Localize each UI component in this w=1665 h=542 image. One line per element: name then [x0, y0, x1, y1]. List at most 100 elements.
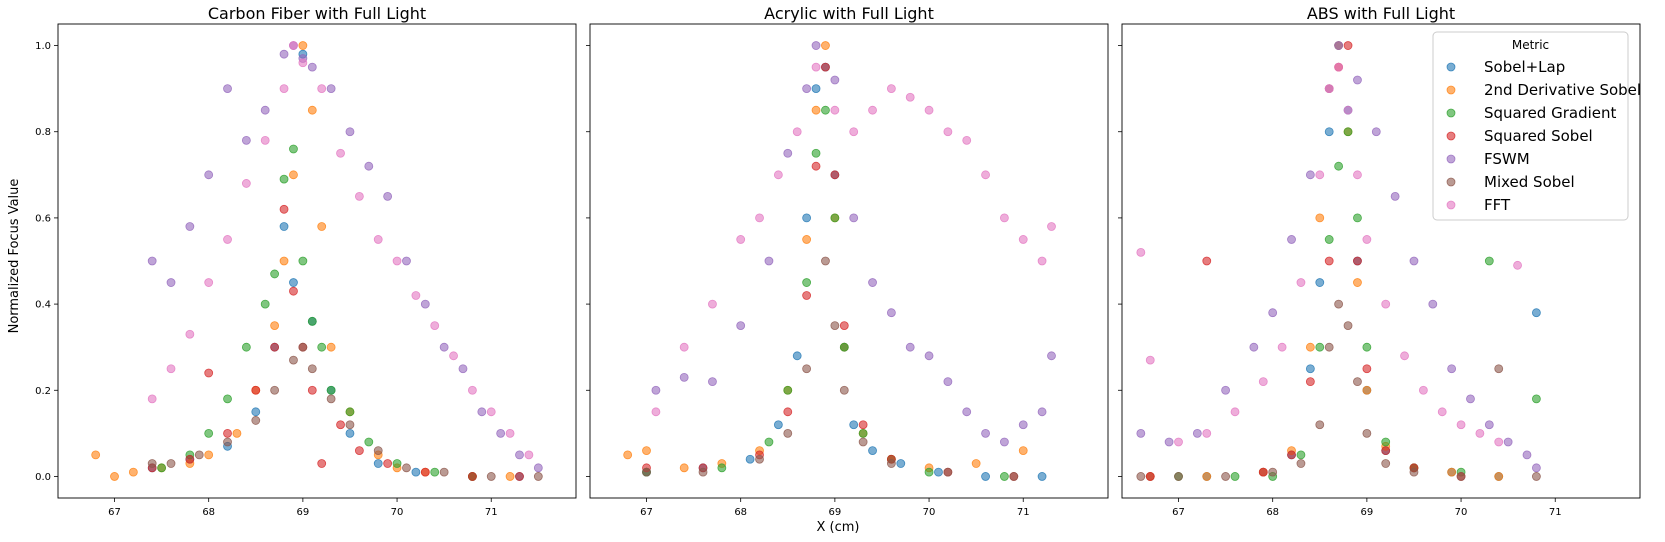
data-point	[839, 321, 849, 331]
data-point	[402, 463, 411, 473]
data-point	[924, 105, 934, 115]
data-point	[802, 235, 812, 244]
data-point	[773, 420, 783, 430]
data-point	[194, 450, 204, 460]
x-tick-label: 68	[1266, 507, 1279, 518]
data-point	[1249, 342, 1259, 352]
data-point	[1202, 472, 1212, 481]
data-point	[1000, 437, 1009, 447]
x-tick-label: 68	[202, 507, 215, 518]
data-point	[924, 351, 934, 361]
data-point	[467, 385, 477, 395]
data-point	[821, 41, 830, 50]
data-point	[383, 191, 393, 201]
data-point	[166, 459, 176, 468]
data-point	[962, 135, 972, 145]
data-point	[1334, 62, 1344, 72]
data-point	[1268, 467, 1278, 477]
data-point	[1371, 127, 1381, 137]
data-point	[698, 467, 708, 477]
data-point	[1287, 450, 1296, 460]
data-point	[270, 269, 280, 279]
data-point	[515, 472, 524, 481]
data-point	[1381, 459, 1391, 468]
data-point	[1428, 299, 1438, 309]
data-point	[1136, 428, 1146, 438]
series-mixed-sobel	[642, 256, 1019, 481]
series-fft	[147, 41, 534, 460]
x-tick-label: 68	[734, 507, 747, 518]
series-squared-gradient	[157, 144, 477, 481]
data-point	[1324, 342, 1334, 352]
data-point	[868, 278, 877, 287]
data-point	[307, 385, 317, 395]
data-point	[1532, 463, 1541, 473]
legend-title: Metric	[1512, 38, 1549, 52]
data-point	[1334, 161, 1344, 171]
x-tick-label: 69	[297, 507, 310, 518]
legend-entry: Squared Gradient	[1446, 104, 1617, 122]
data-point	[802, 291, 812, 300]
data-point	[364, 161, 374, 171]
legend-label: 2nd Derivative Sobel	[1484, 81, 1641, 99]
data-point	[745, 454, 755, 464]
data-point	[1400, 351, 1409, 361]
data-point	[1258, 467, 1268, 477]
data-point	[651, 385, 661, 395]
series-fft	[651, 62, 1056, 417]
data-point	[811, 105, 821, 115]
panel-title: Acrylic with Full Light	[764, 4, 934, 23]
data-point	[924, 467, 934, 477]
data-point	[185, 329, 195, 339]
axes-frame	[589, 23, 1109, 499]
data-point	[821, 62, 830, 72]
data-point	[1409, 256, 1419, 266]
data-point	[1018, 446, 1028, 456]
data-point	[533, 463, 543, 473]
data-point	[1009, 472, 1019, 481]
data-point	[886, 84, 896, 94]
y-tick-label: 0.8	[35, 127, 51, 138]
data-point	[1174, 437, 1183, 447]
data-point	[241, 179, 251, 188]
legend-label: Squared Sobel	[1484, 127, 1593, 145]
data-point	[1315, 420, 1325, 430]
data-point	[1362, 428, 1372, 438]
data-point	[1296, 278, 1306, 287]
data-point	[223, 84, 232, 94]
data-point	[1315, 342, 1325, 352]
data-point	[1343, 127, 1353, 137]
points-layer	[91, 41, 543, 481]
data-point	[1343, 41, 1353, 50]
data-point	[1456, 420, 1466, 430]
data-point	[1353, 213, 1362, 223]
data-point	[1324, 235, 1334, 244]
data-point	[317, 84, 327, 94]
data-point	[260, 105, 270, 115]
data-point	[717, 463, 727, 473]
data-point	[439, 342, 449, 352]
data-point	[1484, 420, 1494, 430]
data-point	[1315, 278, 1325, 287]
data-point	[326, 342, 336, 352]
data-point	[241, 135, 251, 145]
y-axis-label: Normalized Focus Value	[7, 179, 22, 334]
data-point	[505, 428, 515, 438]
data-point	[326, 394, 336, 404]
data-point	[307, 105, 317, 115]
legend-entry: Squared Sobel	[1446, 127, 1593, 145]
series-sobel-lap	[642, 62, 1047, 481]
data-point	[811, 62, 821, 72]
data-point	[783, 407, 793, 417]
data-point	[1494, 437, 1504, 447]
series-mixed-sobel	[1136, 299, 1541, 481]
data-point	[1174, 472, 1183, 481]
data-point	[392, 459, 402, 468]
data-point	[279, 174, 289, 184]
data-point	[821, 105, 830, 115]
data-point	[260, 135, 270, 145]
data-point	[505, 472, 515, 481]
data-point	[1532, 472, 1541, 481]
series-squared-sobel	[147, 204, 524, 481]
data-point	[830, 321, 840, 331]
